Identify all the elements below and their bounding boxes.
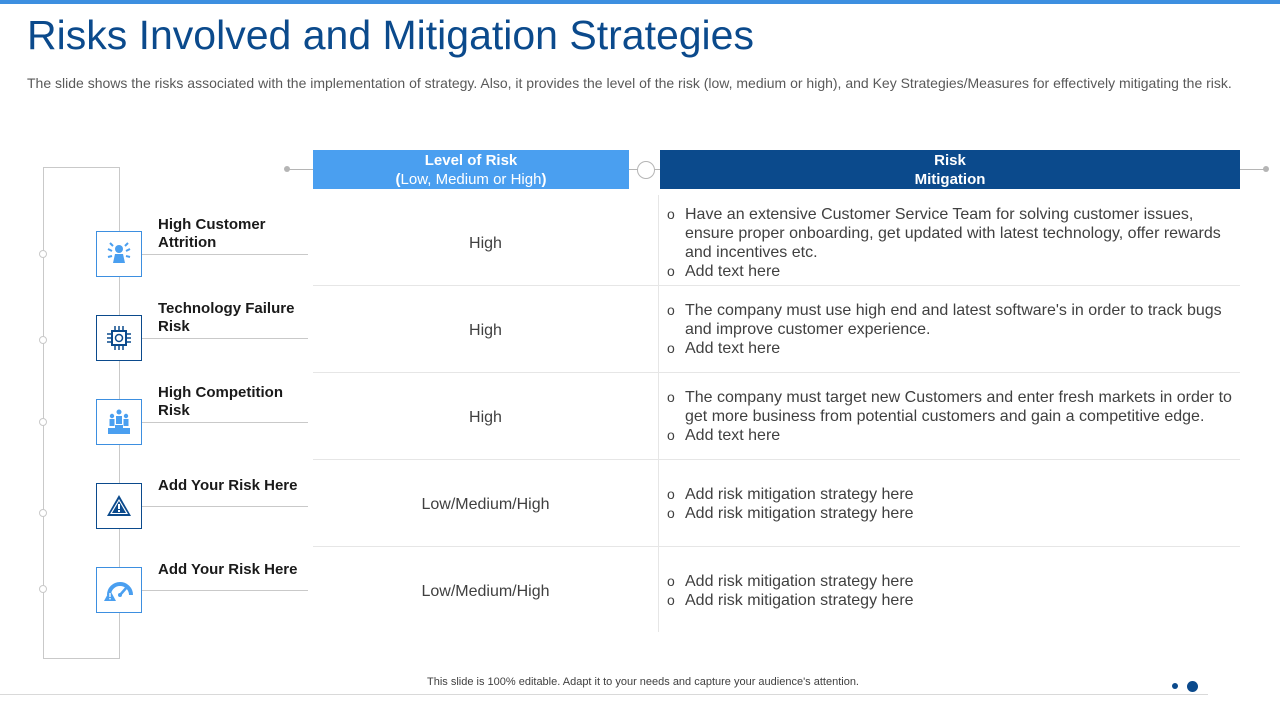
rail-dot [39,336,47,344]
rail-dot [39,418,47,426]
mitigation-header-line2: Mitigation [914,171,986,188]
column-divider [658,195,659,632]
top-accent-bar [0,0,1280,4]
level-header-line2: Low, Medium or High [400,171,542,188]
mitigation-item: Add text here [667,262,1232,281]
mitigation-item: Have an extensive Customer Service Team … [667,205,1232,262]
level-of-risk-header: Level of Risk (Low, Medium or High) [313,150,629,189]
row-divider [313,372,1240,373]
warning-icon [96,483,142,529]
header-connector [287,169,313,170]
risk-level-cell: Low/Medium/High [421,496,550,513]
rail-dot [39,585,47,593]
footer-note: This slide is 100% editable. Adapt it to… [427,676,859,688]
mitigation-list: Add risk mitigation strategy here Add ri… [667,572,1232,610]
risk-label: Add Your Risk Here [158,477,298,494]
mitigation-item: Add risk mitigation strategy here [667,485,1232,504]
header-connector-dot [284,166,290,172]
risk-level-cell: Low/Medium/High [421,583,550,600]
mitigation-item: Add text here [667,339,1232,358]
mitigation-item: Add text here [667,426,1232,445]
row-divider [313,459,1240,460]
level-header-line1: Level of Risk [424,152,518,169]
mitigation-list: The company must use high end and latest… [667,301,1232,358]
mitigation-list: The company must target new Customers an… [667,388,1232,445]
risk-level-cell: High [469,322,502,339]
risk-level-cell: High [469,409,502,426]
mitigation-item: Add risk mitigation strategy here [667,591,1232,610]
risk-underline [142,590,308,591]
slide-nav-dot-active [1187,681,1198,692]
competition-podium-icon [96,399,142,445]
mitigation-item: The company must use high end and latest… [667,301,1232,339]
chip-icon [96,315,142,361]
header-connector [1240,169,1266,170]
level-header-paren-open: ( [395,171,401,188]
slide-nav-dot [1172,683,1178,689]
risk-label: High Competition Risk [158,384,283,419]
slide-subtitle: The slide shows the risks associated wit… [27,75,1232,91]
footer-divider [0,694,1208,695]
row-divider [313,546,1240,547]
rail-dot [39,509,47,517]
risk-level-cell: High [469,235,502,252]
row-divider [313,285,1240,286]
risk-label: High Customer Attrition [158,216,266,251]
mitigation-item: The company must target new Customers an… [667,388,1232,426]
slide-title: Risks Involved and Mitigation Strategies [27,12,754,58]
risk-label: Technology Failure Risk [158,300,295,335]
risk-underline [142,254,308,255]
mitigation-header-line1: Risk [934,152,966,169]
mitigation-item: Add risk mitigation strategy here [667,504,1232,523]
risk-mitigation-header: Risk Mitigation [660,150,1240,189]
risk-underline [142,338,308,339]
rail-dot [39,250,47,258]
risk-underline [142,506,308,507]
mitigation-list: Add risk mitigation strategy here Add ri… [667,485,1232,523]
risk-label: Add Your Risk Here [158,561,298,578]
risk-underline [142,422,308,423]
header-connector-circle [637,161,655,179]
gauge-warning-icon [96,567,142,613]
mitigation-item: Add risk mitigation strategy here [667,572,1232,591]
mitigation-list: Have an extensive Customer Service Team … [667,205,1232,281]
level-header-paren-close: ) [541,171,547,188]
customer-support-icon [96,231,142,277]
header-connector-dot [1263,166,1269,172]
